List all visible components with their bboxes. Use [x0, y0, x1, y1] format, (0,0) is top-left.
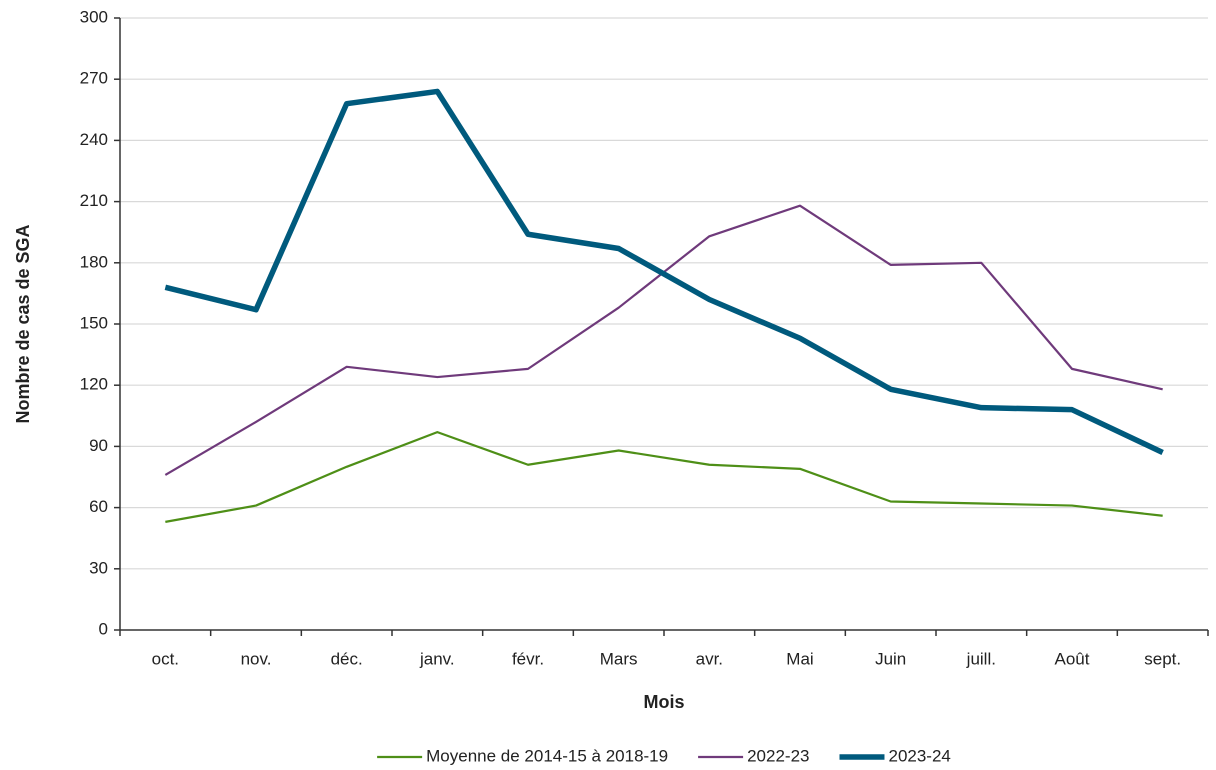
x-tick-label: nov. — [241, 649, 272, 668]
x-tick-label: Mai — [786, 649, 813, 668]
y-tick-label: 150 — [80, 313, 108, 332]
x-tick-label: déc. — [331, 649, 363, 668]
x-tick-label: janv. — [419, 649, 455, 668]
x-axis-label: Mois — [643, 692, 684, 712]
legend-label: 2022-23 — [747, 746, 809, 765]
y-tick-label: 120 — [80, 375, 108, 394]
y-axis-label: Nombre de cas de SGA — [13, 224, 33, 423]
y-tick-label: 0 — [99, 619, 108, 638]
x-tick-label: févr. — [512, 649, 544, 668]
series-line — [165, 431, 1163, 523]
legend-label: Moyenne de 2014-15 à 2018-19 — [426, 746, 668, 765]
y-tick-label: 210 — [80, 191, 108, 210]
x-tick-label: Juin — [875, 649, 906, 668]
x-tick-label: Août — [1055, 649, 1090, 668]
x-tick-label: Mars — [600, 649, 638, 668]
series-line — [164, 88, 1164, 456]
series-line — [164, 204, 1163, 476]
x-tick-label: avr. — [696, 649, 723, 668]
x-tick-label: juill. — [966, 649, 996, 668]
x-tick-label: oct. — [152, 649, 179, 668]
y-tick-label: 180 — [80, 252, 108, 271]
legend-label: 2023-24 — [888, 746, 950, 765]
y-tick-label: 60 — [89, 497, 108, 516]
y-tick-label: 270 — [80, 69, 108, 88]
y-tick-label: 240 — [80, 130, 108, 149]
y-tick-label: 300 — [80, 7, 108, 26]
y-tick-label: 30 — [89, 558, 108, 577]
x-tick-label: sept. — [1144, 649, 1181, 668]
y-tick-label: 90 — [89, 436, 108, 455]
